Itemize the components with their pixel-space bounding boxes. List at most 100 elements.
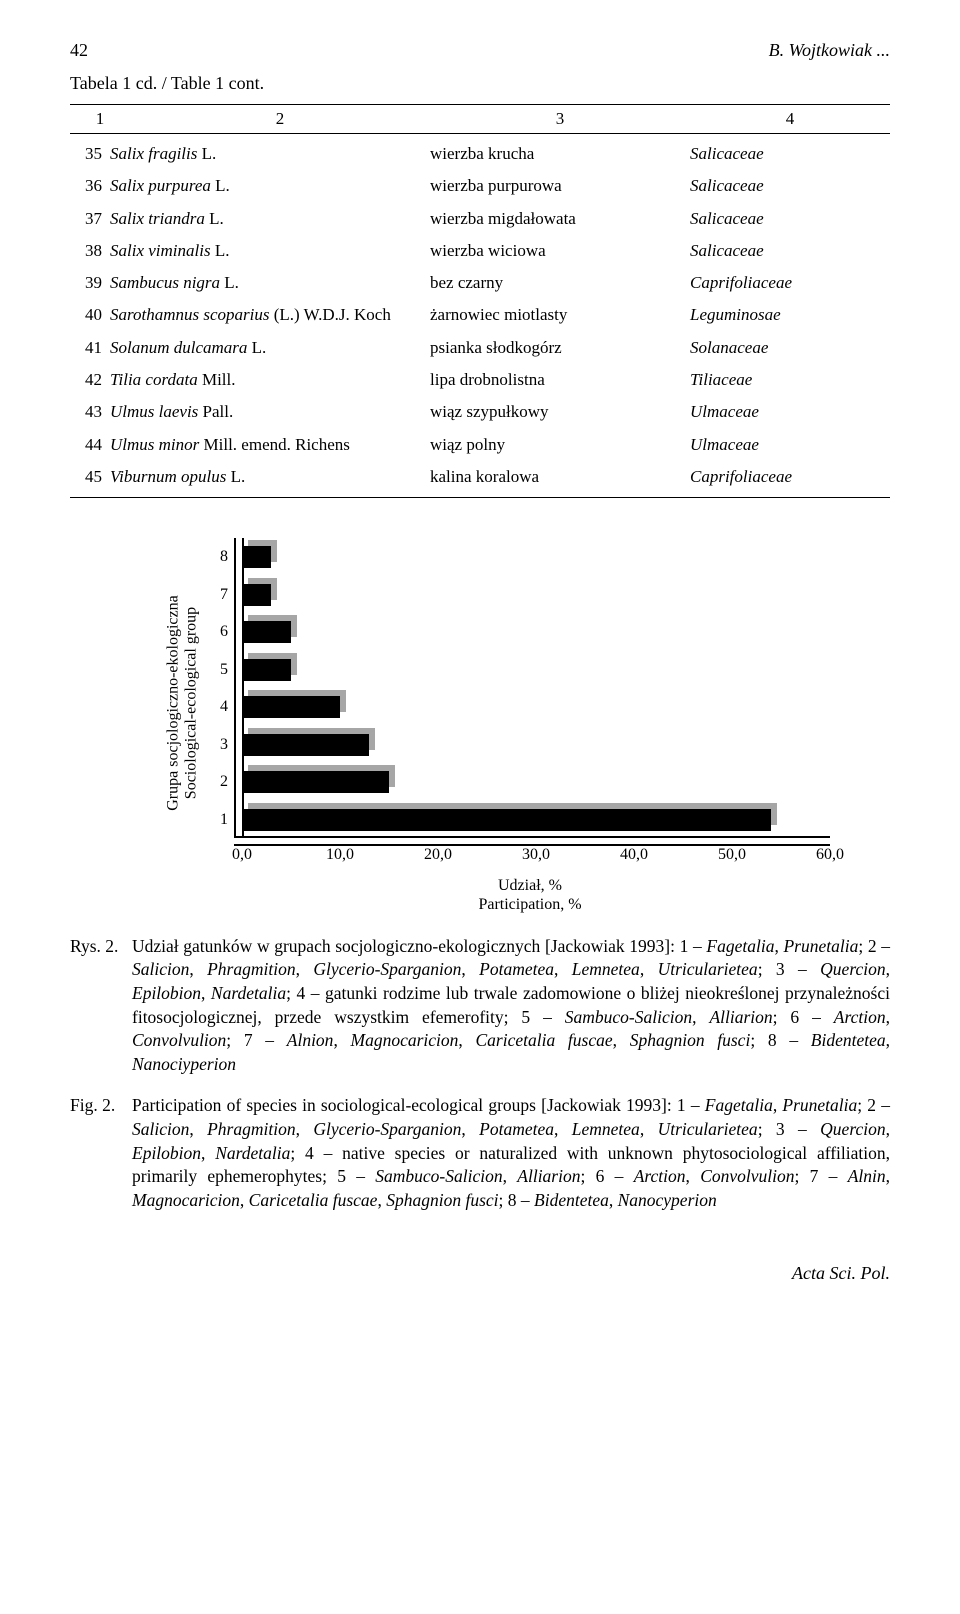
table-row: 39Sambucus nigra L.bez czarnyCaprifoliac… — [70, 267, 890, 299]
y-tick: 1 — [220, 811, 228, 829]
table-row: 45Viburnum opulus L.kalina koralowaCapri… — [70, 461, 890, 493]
page-number: 42 — [70, 40, 88, 61]
table-row: 44Ulmus minor Mill. emend. Richenswiąz p… — [70, 429, 890, 461]
row-num: 43 — [70, 396, 110, 428]
bar — [242, 734, 369, 756]
table-row: 42Tilia cordata Mill.lipa drobnolistnaTi… — [70, 364, 890, 396]
bar-chart: Grupa socjologiczno-ekologiczna Sociolog… — [190, 538, 830, 868]
species-name: Salix triandra L. — [110, 203, 430, 235]
polish-name: wiąz szypułkowy — [430, 396, 690, 428]
polish-name: wierzba migdałowata — [430, 203, 690, 235]
species-name: Sarothamnus scoparius (L.) W.D.J. Koch — [110, 299, 430, 331]
family-name: Tiliaceae — [690, 364, 890, 396]
bar — [242, 546, 271, 568]
species-name: Solanum dulcamara L. — [110, 332, 430, 364]
row-num: 42 — [70, 364, 110, 396]
species-name: Sambucus nigra L. — [110, 267, 430, 299]
x-tick: 10,0 — [326, 846, 354, 864]
x-axis-ticks: 0,010,020,030,040,050,060,0 — [242, 846, 830, 868]
x-tick: 40,0 — [620, 846, 648, 864]
bar — [242, 771, 389, 793]
row-num: 41 — [70, 332, 110, 364]
bar — [242, 621, 291, 643]
family-name: Leguminosae — [690, 299, 890, 331]
family-name: Ulmaceae — [690, 396, 890, 428]
table-body: 35Salix fragilis L.wierzba kruchaSalicac… — [70, 138, 890, 493]
polish-name: wiąz polny — [430, 429, 690, 461]
col-head-2: 2 — [130, 109, 430, 129]
polish-name: wierzba krucha — [430, 138, 690, 170]
bar — [242, 659, 291, 681]
y-tick: 7 — [220, 586, 228, 604]
y-axis: 8 7 6 5 4 3 2 1 — [190, 538, 236, 838]
caption-text-pl: Udział gatunków w grupach socjologiczno-… — [132, 935, 890, 1077]
table-top-rule — [70, 104, 890, 105]
row-num: 45 — [70, 461, 110, 493]
family-name: Ulmaceae — [690, 429, 890, 461]
polish-name: żarnowiec miotlasty — [430, 299, 690, 331]
page-footer: Acta Sci. Pol. — [70, 1263, 890, 1284]
species-name: Tilia cordata Mill. — [110, 364, 430, 396]
family-name: Caprifoliaceae — [690, 461, 890, 493]
caption-tag-pl: Rys. 2. — [70, 935, 132, 1077]
figure-caption-pl: Rys. 2. Udział gatunków w grupach socjol… — [70, 935, 890, 1077]
family-name: Solanaceae — [690, 332, 890, 364]
figure-caption-en: Fig. 2. Participation of species in soci… — [70, 1094, 890, 1212]
running-header: 42 B. Wojtkowiak ... — [70, 40, 890, 61]
x-tick: 60,0 — [816, 846, 844, 864]
table-caption: Tabela 1 cd. / Table 1 cont. — [70, 73, 890, 94]
bar — [242, 584, 271, 606]
col-head-1: 1 — [70, 109, 130, 129]
row-num: 36 — [70, 170, 110, 202]
caption-tag-en: Fig. 2. — [70, 1094, 132, 1212]
y-tick: 6 — [220, 623, 228, 641]
table-head-rule — [70, 133, 890, 134]
family-name: Caprifoliaceae — [690, 267, 890, 299]
polish-name: wierzba wiciowa — [430, 235, 690, 267]
table-row: 35Salix fragilis L.wierzba kruchaSalicac… — [70, 138, 890, 170]
axis-horizontal-1 — [234, 836, 830, 838]
species-name: Ulmus minor Mill. emend. Richens — [110, 429, 430, 461]
table-row: 40Sarothamnus scoparius (L.) W.D.J. Koch… — [70, 299, 890, 331]
y-tick: 5 — [220, 661, 228, 679]
x-tick: 0,0 — [232, 846, 252, 864]
polish-name: bez czarny — [430, 267, 690, 299]
species-name: Viburnum opulus L. — [110, 461, 430, 493]
col-head-4: 4 — [690, 109, 890, 129]
x-axis-label: Udział, % Participation, % — [190, 876, 870, 914]
species-name: Ulmus laevis Pall. — [110, 396, 430, 428]
y-tick: 3 — [220, 736, 228, 754]
chart-container: Grupa socjologiczno-ekologiczna Sociolog… — [130, 538, 870, 914]
family-name: Salicaceae — [690, 138, 890, 170]
x-tick: 30,0 — [522, 846, 550, 864]
row-num: 37 — [70, 203, 110, 235]
polish-name: wierzba purpurowa — [430, 170, 690, 202]
row-num: 40 — [70, 299, 110, 331]
species-name: Salix viminalis L. — [110, 235, 430, 267]
x-tick: 20,0 — [424, 846, 452, 864]
family-name: Salicaceae — [690, 170, 890, 202]
table-row: 38Salix viminalis L.wierzba wiciowaSalic… — [70, 235, 890, 267]
table-row: 36Salix purpurea L.wierzba purpurowaSali… — [70, 170, 890, 202]
bar — [242, 696, 340, 718]
table-row: 41Solanum dulcamara L.psianka słodkogórz… — [70, 332, 890, 364]
species-name: Salix purpurea L. — [110, 170, 430, 202]
family-name: Salicaceae — [690, 203, 890, 235]
running-head: B. Wojtkowiak ... — [769, 40, 890, 61]
x-tick: 50,0 — [718, 846, 746, 864]
y-tick: 4 — [220, 698, 228, 716]
species-name: Salix fragilis L. — [110, 138, 430, 170]
y-tick: 8 — [220, 548, 228, 566]
row-num: 44 — [70, 429, 110, 461]
axis-vertical-1 — [234, 538, 236, 838]
row-num: 38 — [70, 235, 110, 267]
col-head-3: 3 — [430, 109, 690, 129]
table-row: 37Salix triandra L.wierzba migdałowataSa… — [70, 203, 890, 235]
y-tick: 2 — [220, 773, 228, 791]
table-bottom-rule — [70, 497, 890, 498]
table-col-heads: 1 2 3 4 — [70, 109, 890, 129]
table-row: 43Ulmus laevis Pall.wiąz szypułkowyUlmac… — [70, 396, 890, 428]
caption-text-en: Participation of species in sociological… — [132, 1094, 890, 1212]
polish-name: lipa drobnolistna — [430, 364, 690, 396]
row-num: 39 — [70, 267, 110, 299]
